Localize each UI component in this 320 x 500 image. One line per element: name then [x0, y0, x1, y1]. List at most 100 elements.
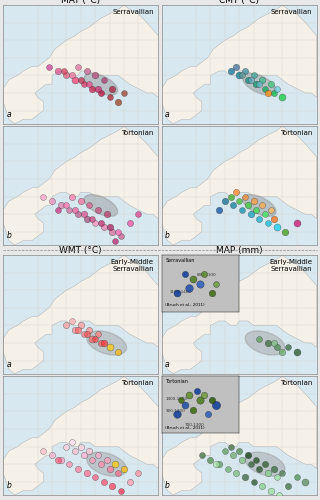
Point	[245, 202, 250, 209]
Point	[76, 326, 81, 334]
Point	[214, 460, 219, 468]
Point	[136, 210, 141, 218]
Polygon shape	[162, 126, 317, 245]
Point	[104, 210, 109, 218]
Polygon shape	[3, 126, 158, 245]
Point	[231, 452, 236, 460]
Point	[228, 67, 233, 75]
Text: b: b	[165, 231, 170, 240]
Point	[76, 210, 81, 218]
Point	[257, 334, 262, 342]
Point	[55, 456, 60, 464]
Point	[121, 464, 126, 472]
Point	[78, 442, 84, 450]
Title: MAP (mm): MAP (mm)	[216, 246, 262, 255]
Point	[76, 464, 81, 472]
Point	[55, 206, 60, 214]
Point	[78, 76, 84, 84]
Point	[95, 330, 100, 338]
Ellipse shape	[87, 452, 126, 476]
Polygon shape	[162, 376, 317, 495]
Point	[280, 348, 285, 356]
Point	[271, 464, 276, 472]
Point	[64, 322, 69, 330]
Ellipse shape	[245, 452, 285, 476]
Polygon shape	[3, 255, 158, 374]
Point	[231, 202, 236, 209]
Point	[237, 447, 242, 455]
Point	[234, 469, 239, 477]
Point	[257, 80, 262, 88]
Point	[84, 67, 89, 75]
Polygon shape	[162, 5, 317, 124]
Point	[228, 442, 233, 450]
Point	[73, 326, 78, 334]
Point	[98, 89, 103, 97]
Polygon shape	[3, 376, 158, 495]
Point	[101, 339, 106, 347]
Point	[87, 80, 92, 88]
Point	[303, 478, 308, 486]
Point	[70, 192, 75, 200]
Text: Serravallian: Serravallian	[270, 8, 312, 14]
Text: a: a	[6, 360, 11, 369]
Point	[271, 89, 276, 97]
Point	[90, 456, 95, 464]
Point	[92, 474, 98, 482]
Text: a: a	[165, 110, 169, 119]
Point	[58, 202, 63, 209]
Point	[274, 344, 279, 351]
Point	[268, 80, 273, 88]
Point	[70, 317, 75, 325]
Point	[64, 72, 69, 80]
Point	[242, 192, 247, 200]
Point	[283, 228, 288, 236]
Point	[70, 438, 75, 446]
Point	[47, 62, 52, 70]
Ellipse shape	[243, 74, 276, 95]
Point	[127, 219, 132, 227]
Point	[78, 322, 84, 330]
Point	[268, 206, 273, 214]
Point	[239, 72, 244, 80]
Point	[199, 452, 204, 460]
Text: Early-Middle
Serravallian: Early-Middle Serravallian	[111, 258, 154, 272]
Point	[76, 62, 81, 70]
Point	[257, 464, 262, 472]
Point	[222, 197, 228, 205]
Point	[280, 469, 285, 477]
Point	[245, 76, 250, 84]
Point	[225, 464, 230, 472]
Title: WMT (°C): WMT (°C)	[60, 246, 102, 255]
Point	[260, 482, 265, 490]
Point	[285, 344, 291, 351]
Point	[237, 197, 242, 205]
Point	[73, 447, 78, 455]
Point	[87, 202, 92, 209]
Text: Tortonian: Tortonian	[121, 130, 154, 136]
Point	[294, 219, 299, 227]
Point	[107, 344, 112, 351]
Ellipse shape	[84, 194, 118, 216]
Point	[260, 76, 265, 84]
Point	[271, 214, 276, 222]
Point	[84, 469, 89, 477]
Ellipse shape	[243, 194, 276, 216]
Text: Tortonian: Tortonian	[280, 380, 312, 386]
Point	[274, 84, 279, 92]
Point	[50, 197, 55, 205]
Point	[237, 72, 242, 80]
Point	[90, 334, 95, 342]
Point	[41, 192, 46, 200]
Point	[92, 72, 98, 80]
Point	[70, 72, 75, 80]
Point	[98, 460, 103, 468]
Point	[274, 474, 279, 482]
Point	[265, 219, 270, 227]
Point	[90, 214, 95, 222]
Point	[136, 469, 141, 477]
Point	[127, 478, 132, 486]
Point	[294, 348, 299, 356]
Point	[262, 460, 268, 468]
Point	[87, 326, 92, 334]
